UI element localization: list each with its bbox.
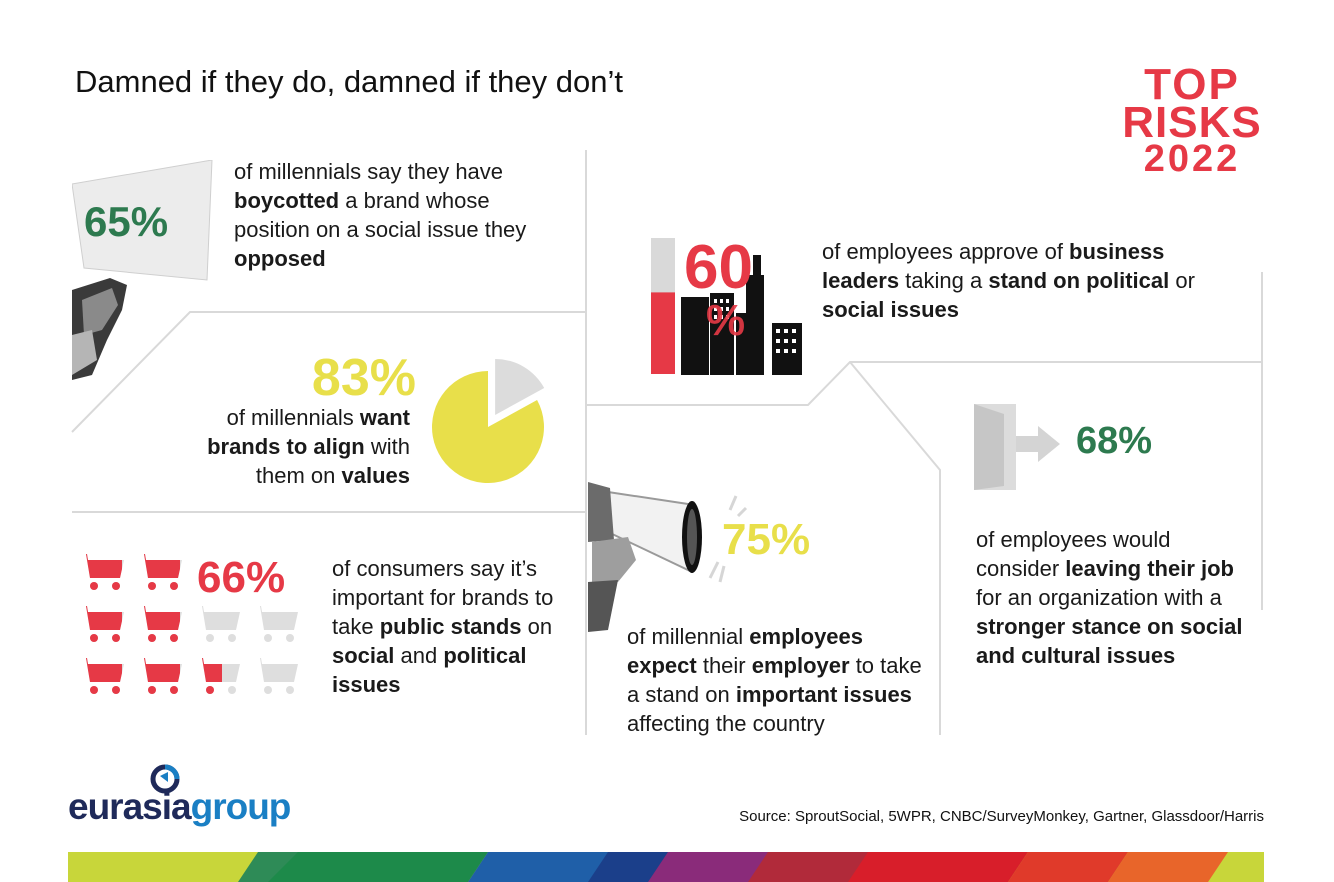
stat-60-text: of employees approve of business leaders… (822, 237, 1202, 324)
eurasia-wordmark: eurasiagroup (68, 786, 292, 828)
stat-75-end: affecting the country (627, 711, 825, 736)
stat-66-mid: on (521, 614, 553, 639)
cart-icon (76, 658, 124, 694)
cart-shape (76, 658, 124, 694)
pie-83-filled-slice (432, 371, 544, 483)
stat-65-mid: a brand whose position on a social issue… (234, 188, 527, 242)
stat-68-bold-1: leaving their job (1065, 556, 1234, 581)
cart-shape (134, 554, 182, 590)
cart-icon (76, 554, 124, 590)
cart-icon (192, 606, 240, 642)
stat-68-bold-2: stronger stance on social and cultural i… (976, 614, 1243, 668)
stat-60-pre: of employees approve of (822, 239, 1070, 264)
bar-60-fill (651, 292, 675, 374)
stat-68-mid: for an organization with a (976, 585, 1222, 610)
stat-65-bold-2: opposed (234, 246, 326, 271)
stat-65-pre: of millennials say they have (234, 159, 504, 184)
eurasia-swirl-icon (150, 764, 180, 794)
stat-83-bold-1: want brands to align (207, 405, 410, 459)
cart-icon (134, 658, 182, 694)
protest-sign-image (72, 160, 213, 380)
pie-83-empty-slice (495, 358, 545, 415)
logo-line-2: RISKS (1122, 98, 1262, 147)
stat-66-mid-2: and (394, 643, 444, 668)
stat-60-mid-2: or (1169, 268, 1195, 293)
cart-shape (76, 554, 124, 590)
stat-65-value: 65% (84, 198, 169, 245)
stat-65-text: of millennials say they have boycotted a… (234, 157, 564, 273)
stat-83-text: of millennials want brands to align with… (160, 403, 410, 490)
stat-75-mid: their (696, 653, 752, 678)
cart-icon (250, 658, 298, 694)
cart-icon (134, 606, 182, 642)
stat-75-text: of millennial employees expect their emp… (627, 622, 927, 738)
stat-60-value: 60 (684, 233, 753, 302)
stat-68-pre: of employees would consider (976, 527, 1171, 581)
stat-60-bold-3: social issues (822, 297, 959, 322)
stat-65-bold-1: boycotted (234, 188, 340, 213)
stat-66-bold-3: political issues (332, 643, 527, 697)
exit-door-icon (974, 404, 1060, 490)
cart-shape (192, 606, 240, 642)
city-skyline-image (651, 238, 802, 375)
stat-83-value: 83% (311, 349, 416, 407)
pie-83-chart (432, 358, 545, 483)
cart-icon (192, 658, 240, 694)
stat-83-mid: with them on (255, 434, 410, 488)
stat-83-bold-2: values (341, 463, 411, 488)
eurasia-group-logo: eurasiagroup (68, 762, 298, 832)
stat-75-bold-3: important issues (735, 682, 912, 707)
cart-icon (250, 606, 298, 642)
stat-66-bold-2: social (332, 643, 395, 668)
color-band (68, 852, 1264, 882)
source-note: Source: SproutSocial, 5WPR, CNBC/SurveyM… (739, 808, 1264, 825)
stat-60-percent-sign: % (706, 296, 746, 345)
top-risks-logo: TOP RISKS 2022 (1112, 60, 1272, 180)
logo-line-1: TOP (1144, 60, 1240, 109)
logo-line-3: 2022 (1143, 138, 1241, 180)
stat-75-mid-2: to take a stand on (627, 653, 922, 707)
stat-60-mid: taking a (899, 268, 989, 293)
page-title: Damned if they do, damned if they don’t (75, 64, 623, 99)
wordmark-eurasia: eurasia (68, 786, 192, 827)
megaphone-image (588, 482, 748, 632)
cart-shape (76, 606, 124, 642)
stat-68-value: 68% (1076, 420, 1153, 462)
stat-60-bold-2: stand on political (988, 268, 1170, 293)
stat-66-text: of consumers say it’s important for bran… (332, 554, 572, 699)
stat-66-bold-1: public stands (379, 614, 522, 639)
wordmark-group: group (190, 786, 292, 827)
stat-83-pre: of millennials (226, 405, 360, 430)
stat-75-value: 75% (722, 515, 811, 564)
stat-68-text: of employees would consider leaving thei… (976, 525, 1246, 670)
stat-75-bold-2: employer (751, 653, 850, 678)
cart-grid (76, 552, 306, 702)
cart-shape (250, 658, 298, 694)
cart-icon (76, 606, 124, 642)
cart-icon (134, 554, 182, 590)
stat-75-bold-1: employees expect (627, 624, 864, 678)
stat-75-pre: of millennial (627, 624, 750, 649)
stat-60-bold-1: business leaders (822, 239, 1165, 293)
cart-shape (250, 606, 298, 642)
cart-shape (134, 658, 182, 694)
stat-66-value: 66% (197, 553, 286, 602)
stat-66-pre: of consumers say it’s important for bran… (332, 556, 554, 639)
cart-shape (134, 606, 182, 642)
cart-shape (192, 658, 240, 694)
